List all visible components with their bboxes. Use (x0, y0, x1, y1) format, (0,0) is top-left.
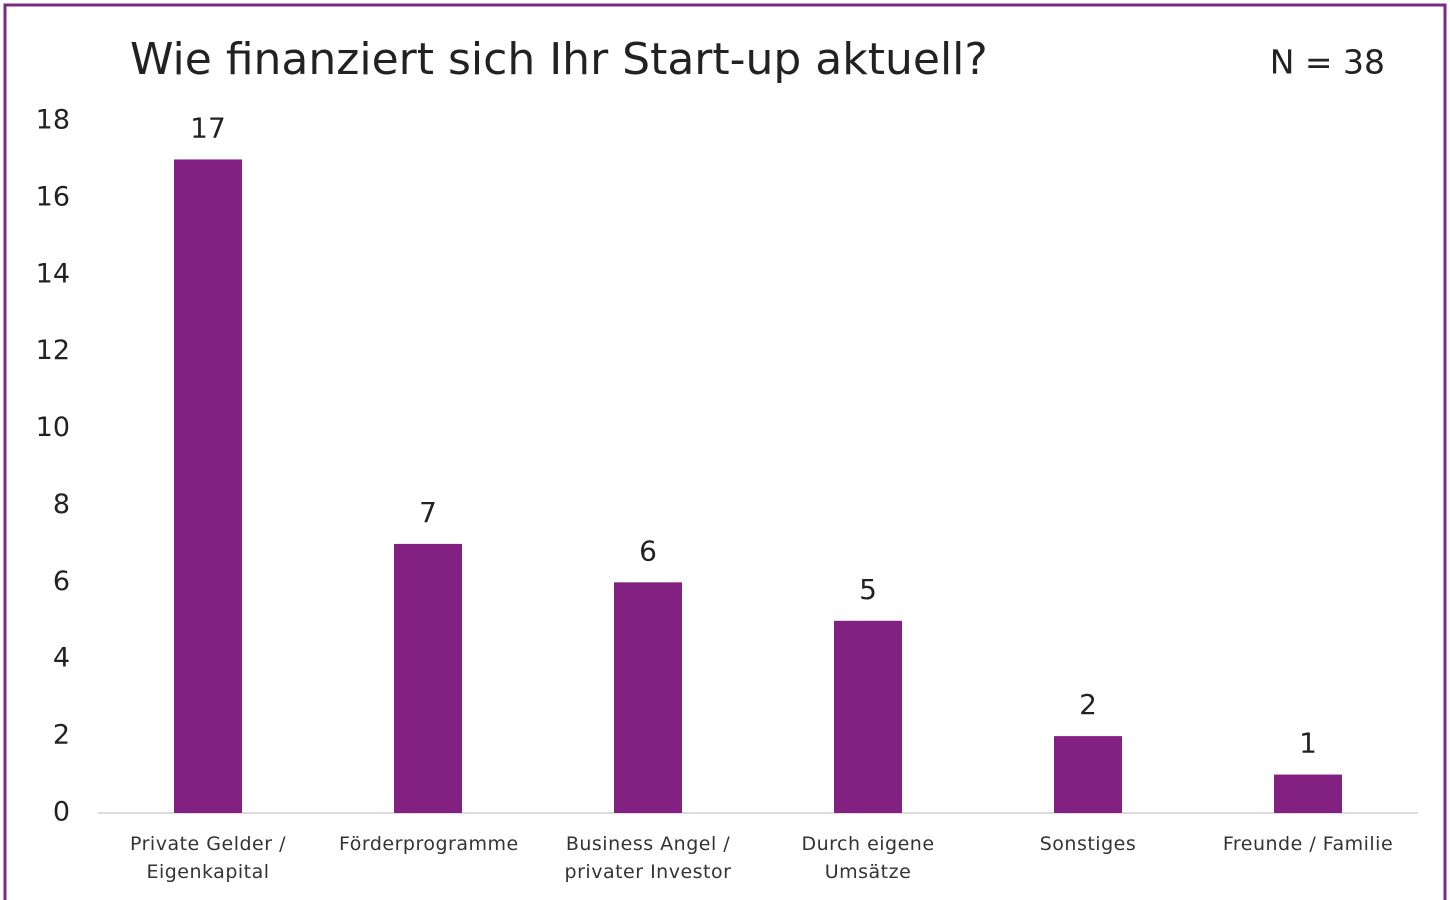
bar (1054, 736, 1122, 813)
frame (3, 3, 1447, 900)
x-tick-label: Freunde / Familie (1222, 833, 1394, 855)
value-label: 5 (859, 573, 877, 606)
y-tick-label: 10 (36, 412, 70, 443)
bar (1274, 774, 1342, 813)
y-tick-label: 12 (36, 335, 70, 366)
y-tick-label: 14 (36, 258, 70, 289)
value-label: 17 (190, 111, 226, 144)
value-label: 1 (1299, 727, 1317, 760)
y-tick-label: 16 (36, 181, 70, 212)
bar (614, 582, 682, 813)
y-tick-label: 18 (36, 105, 70, 136)
y-tick-label: 4 (53, 643, 70, 674)
chart-title: Wie finanziert sich Ihr Start-up aktuell… (130, 34, 988, 85)
value-label: 2 (1079, 688, 1097, 721)
bar (174, 159, 242, 813)
y-tick-label: 2 (53, 720, 70, 751)
y-tick-label: 8 (53, 489, 70, 520)
bar (394, 543, 462, 813)
value-label: 7 (419, 496, 437, 529)
x-tick-label: Förderprogramme (339, 833, 519, 855)
x-tick-label: Private Gelder / Eigenkapital (130, 833, 286, 883)
x-tick-label: Business Angel / privater Investor (564, 833, 732, 883)
value-label: 6 (639, 534, 657, 567)
y-tick-label: 0 (53, 797, 70, 828)
annotation: N = 38 (1270, 43, 1385, 82)
x-tick-label: Durch eigene Umsätze (801, 833, 935, 883)
y-tick-label: 6 (53, 566, 70, 597)
bar (834, 620, 902, 813)
x-tick-label: Sonstiges (1039, 833, 1137, 855)
